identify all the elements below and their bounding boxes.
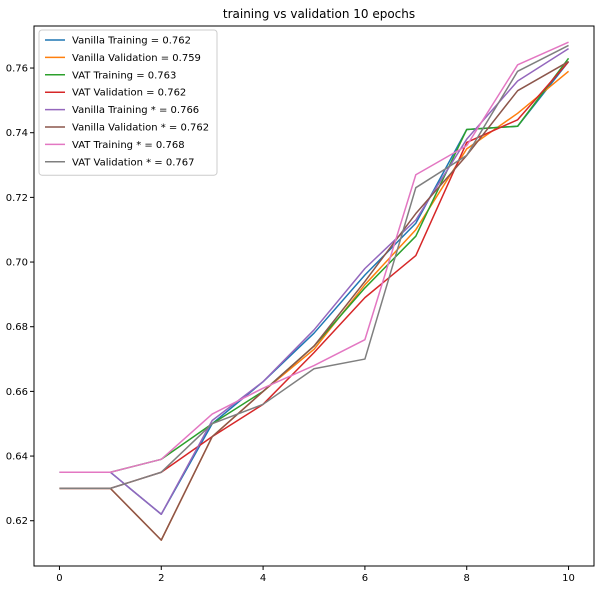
y-tick-label: 0.76 <box>6 64 28 75</box>
y-tick-label: 0.74 <box>6 128 28 139</box>
legend-label-7: VAT Training * = 0.768 <box>72 140 185 151</box>
legend-label-4: VAT Validation = 0.762 <box>72 88 186 99</box>
series-line-6 <box>59 60 569 541</box>
legend-label-8: VAT Validation * = 0.767 <box>72 157 194 168</box>
legend-box <box>38 29 218 176</box>
x-tick-label: 0 <box>56 573 62 584</box>
legend: Vanilla Training = 0.762 Vanilla Validati… <box>38 29 218 176</box>
legend-label-6: Vanilla Validation * = 0.762 <box>72 123 209 134</box>
y-tick-label: 0.70 <box>6 258 28 269</box>
chart-title: training vs validation 10 epochs <box>223 7 415 21</box>
legend-label-3: VAT Training = 0.763 <box>72 70 176 81</box>
series-layer <box>59 41 570 541</box>
x-tick-label: 2 <box>158 573 164 584</box>
series-line-8 <box>59 44 569 490</box>
legend-label-2: Vanilla Validation = 0.759 <box>72 53 201 64</box>
x-tick-label: 10 <box>562 573 575 584</box>
legend-label-1: Vanilla Training = 0.762 <box>72 36 191 47</box>
series-line-7 <box>59 41 569 473</box>
legend-label-5: Vanilla Training * = 0.766 <box>72 105 199 116</box>
axis-layer: 0 2 4 6 8 10 0.62 0.64 0.66 0.68 0.70 0.72 0.74 0.76 <box>6 64 575 584</box>
x-tick-label: 4 <box>260 573 266 584</box>
y-tick-label: 0.66 <box>6 387 28 398</box>
y-tick-label: 0.64 <box>6 452 28 463</box>
y-tick-label: 0.72 <box>6 193 28 204</box>
y-tick-label: 0.68 <box>6 322 28 333</box>
y-tick-label: 0.62 <box>6 516 28 527</box>
x-tick-label: 6 <box>362 573 368 584</box>
x-tick-label: 8 <box>464 573 470 584</box>
plot-frame <box>33 25 595 567</box>
